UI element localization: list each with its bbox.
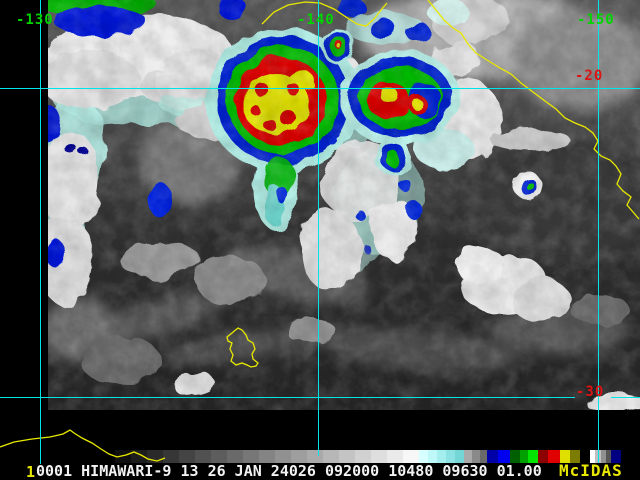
lon-label-130: -130 [16, 12, 54, 28]
satellite-clouds [48, 0, 640, 410]
colorbar-step [291, 450, 307, 463]
colorbar-step [498, 450, 510, 463]
grid-line-lon-140 [318, 0, 319, 456]
colorbar-step [339, 450, 355, 463]
colorbar-step [387, 450, 403, 463]
grid-line-lat-30-left [0, 397, 575, 398]
colorbar-step [464, 450, 472, 463]
image-info-line: 0001 HIMAWARI-9 13 26 JAN 24026 092000 1… [36, 462, 542, 480]
colorbar-step [179, 450, 195, 463]
colorbar-step [307, 450, 323, 463]
colorbar-step [570, 450, 580, 463]
colorbar-step [446, 450, 455, 463]
colorbar-step [548, 450, 560, 463]
colorbar-step [227, 450, 243, 463]
colorbar-step [590, 450, 595, 463]
grid-line-lat-20 [0, 88, 640, 89]
colorbar-step [243, 450, 259, 463]
colorbar-step [211, 450, 227, 463]
colorbar-step [606, 450, 611, 463]
colorbar-step [455, 450, 464, 463]
colorbar-step [621, 450, 640, 463]
colorbar-step [580, 450, 590, 463]
colorbar-step [163, 450, 179, 463]
colorbar-step [538, 450, 548, 463]
lon-label-150: -150 [577, 12, 615, 28]
grid-line-lat-30-right [611, 397, 640, 398]
lat-label-20: -20 [575, 68, 604, 84]
colorbar-step [520, 450, 528, 463]
colorbar-step [560, 450, 570, 463]
frame-number: 1 [26, 463, 36, 480]
colorbar-step [403, 450, 419, 463]
colorbar-step [419, 450, 428, 463]
lon-label-140: -140 [297, 12, 335, 28]
mcidas-label: McIDAS [559, 461, 623, 480]
colorbar-step [528, 450, 538, 463]
lat-label-30: -30 [576, 384, 605, 400]
status-bar: 1 0001 HIMAWARI-9 13 26 JAN 24026 092000… [0, 463, 640, 480]
colorbar-step [259, 450, 275, 463]
grid-line-lon-130 [40, 0, 41, 464]
colorbar-step [275, 450, 291, 463]
colorbar-step [480, 450, 487, 463]
colorbar-step [611, 450, 621, 463]
colorbar-step [437, 450, 446, 463]
grid-line-lon-150 [598, 0, 599, 463]
colorbar-step [428, 450, 437, 463]
satellite-image[interactable] [0, 0, 640, 410]
colorbar-step [371, 450, 387, 463]
colorbar-step [601, 450, 606, 463]
colorbar-step [195, 450, 211, 463]
colorbar-step [487, 450, 498, 463]
colorbar-step [510, 450, 520, 463]
colorbar-step [472, 450, 480, 463]
colorbar-step [323, 450, 339, 463]
colorbar-step [355, 450, 371, 463]
